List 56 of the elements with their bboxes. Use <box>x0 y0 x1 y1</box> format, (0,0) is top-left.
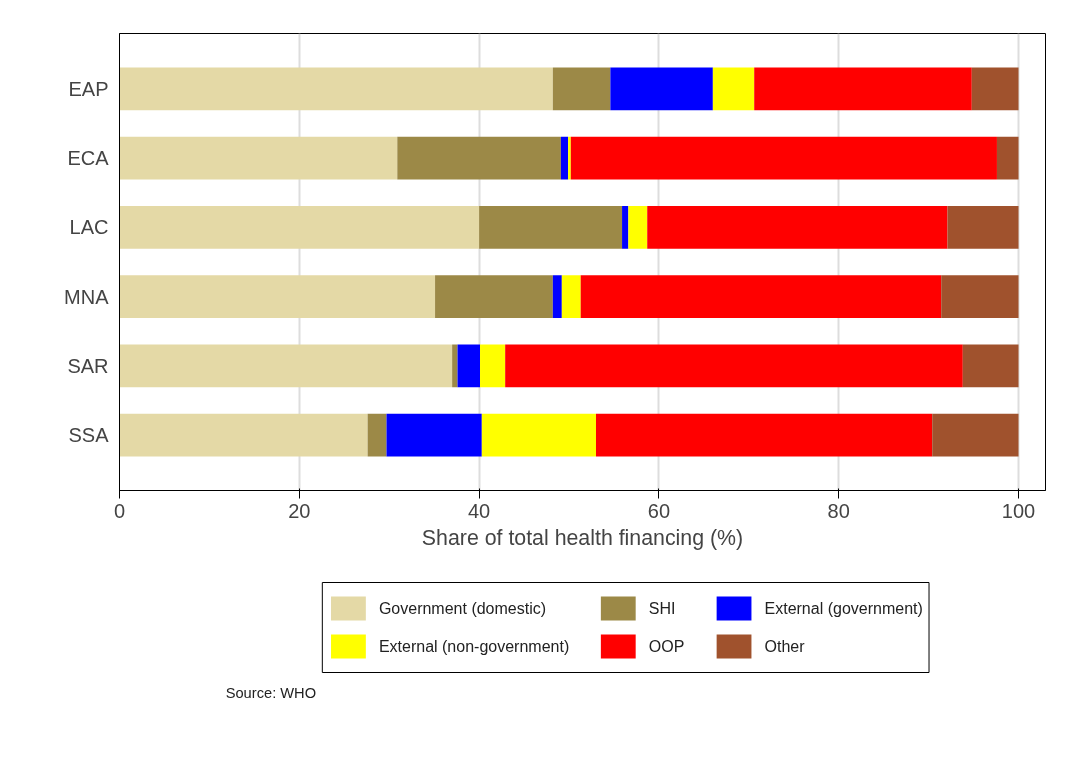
bar <box>595 413 933 457</box>
y-tick-label: EAP <box>68 77 109 100</box>
bar <box>570 136 997 180</box>
source-note: Source: WHO <box>225 684 317 701</box>
bar <box>996 136 1019 180</box>
x-tick-label: 100 <box>1001 499 1036 522</box>
bar <box>932 413 1019 457</box>
bar <box>452 344 458 388</box>
bar <box>552 67 611 111</box>
y-tick-label: MNA <box>64 285 110 308</box>
bar <box>580 275 942 319</box>
bar <box>622 205 629 249</box>
bar <box>367 413 387 457</box>
bar <box>712 67 755 111</box>
legend-label: External (non-government) <box>378 638 570 655</box>
bar <box>119 275 436 319</box>
bar <box>560 136 569 180</box>
bar <box>962 344 1019 388</box>
x-tick-label: 0 <box>113 499 126 522</box>
bar <box>941 275 1019 319</box>
bar <box>628 205 648 249</box>
bar <box>971 67 1019 111</box>
bar <box>561 275 581 319</box>
bar <box>647 205 948 249</box>
x-tick-label: 80 <box>827 499 850 522</box>
bar <box>480 344 506 388</box>
bar <box>119 136 398 180</box>
bar <box>119 413 368 457</box>
bar <box>505 344 963 388</box>
bar <box>119 205 480 249</box>
bar <box>568 136 571 180</box>
bar <box>119 67 553 111</box>
y-tick-label: ECA <box>67 147 110 170</box>
y-tick-label: SAR <box>67 354 109 377</box>
bar <box>435 275 553 319</box>
bar <box>386 413 482 457</box>
y-tick-label: LAC <box>69 216 109 239</box>
bar <box>119 344 453 388</box>
bar <box>479 205 623 249</box>
x-axis-title: Share of total health financing (%) <box>421 525 744 550</box>
bar <box>397 136 561 180</box>
legend-label: External (government) <box>764 600 923 617</box>
bar <box>754 67 972 111</box>
x-tick-label: 20 <box>288 499 311 522</box>
bar <box>947 205 1019 249</box>
bar <box>610 67 713 111</box>
bar <box>457 344 481 388</box>
legend-label: Other <box>764 638 806 655</box>
y-tick-label: SSA <box>68 424 110 447</box>
legend-label: OOP <box>648 638 685 655</box>
bar <box>552 275 562 319</box>
legend-label: SHI <box>648 600 676 617</box>
x-tick-label: 60 <box>647 499 671 522</box>
x-tick-label: 40 <box>467 499 491 522</box>
bar <box>481 413 596 457</box>
legend-label: Government (domestic) <box>378 600 547 617</box>
